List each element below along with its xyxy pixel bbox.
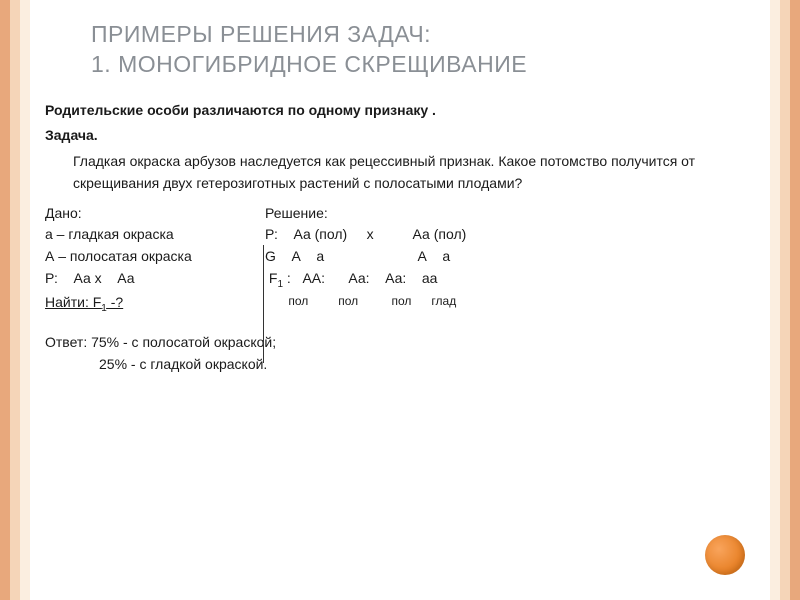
dano-reshenie-header: Дано: Решение: [45,203,755,225]
zadacha-label: Задача. [45,125,755,147]
left-stripe-mid [10,0,20,600]
dano-line-2: А – полосатая окраска [45,246,265,268]
dano-line-4: Найти: F1 -? [45,292,265,316]
answer-line-1: Ответ: 75% - с полосатой окраской; [45,332,755,354]
find-post: -? [107,294,123,310]
find-pre: Найти: F [45,294,101,310]
f1-pre: F [265,270,277,286]
right-stripe-dark [790,0,800,600]
slide-title: ПРИМЕРЫ РЕШЕНИЯ ЗАДАЧ: 1. МОНОГИБРИДНОЕ … [91,20,755,80]
solution-row-2: А – полосатая окраска G А а А а [45,246,755,268]
next-slide-button[interactable] [705,535,745,575]
right-stripe-light [770,0,780,600]
intro-line: Родительские особи различаются по одному… [45,100,755,122]
reshenie-label: Решение: [265,203,755,225]
dano-line-3: Р: Аа х Аа [45,268,265,292]
dano-label: Дано: [45,203,265,225]
slide-content: ПРИМЕРЫ РЕШЕНИЯ ЗАДАЧ: 1. МОНОГИБРИДНОЕ … [45,20,755,580]
answer-line-2: 25% - с гладкой окраской. [99,354,755,376]
problem-text: Гладкая окраска арбузов наследуется как … [73,151,755,194]
solution-row-1: а – гладкая окраска Р: Аа (пол) х Аа (по… [45,224,755,246]
solution-row-3: Р: Аа х Аа F1 : АА: Аа: Аа: аа [45,268,755,292]
vertical-divider [263,245,264,363]
f1-post: : АА: Аа: Аа: аа [283,270,437,286]
solution-row-4: Найти: F1 -? пол пол пол глад [45,292,755,316]
body: Родительские особи различаются по одному… [45,100,755,376]
reshenie-line-3: F1 : АА: Аа: Аа: аа [265,268,755,292]
left-stripe-dark [0,0,10,600]
reshenie-line-2: G А а А а [265,246,755,268]
reshenie-line-1: Р: Аа (пол) х Аа (пол) [265,224,755,246]
left-stripe-light [20,0,30,600]
dano-line-1: а – гладкая окраска [45,224,265,246]
right-stripe-mid [780,0,790,600]
reshenie-line-4: пол пол пол глад [265,292,755,316]
